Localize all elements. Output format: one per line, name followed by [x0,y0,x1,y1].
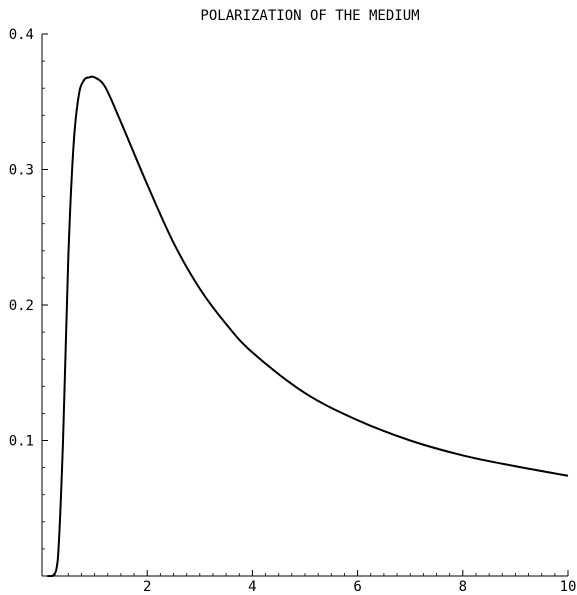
polarization-curve [47,75,569,577]
y-tick-label: 0.2 [9,298,34,314]
x-tick-label: 10 [560,579,577,595]
y-tick-label: 0.3 [9,163,34,179]
x-tick-label: 4 [248,579,256,595]
y-ticks: 0.1 0.2 0.3 0.4 [9,27,48,550]
y-tick-label: 0.1 [9,434,34,450]
x-tick-label: 8 [459,579,467,595]
x-tick-label: 2 [143,579,151,595]
y-tick-label: 0.4 [9,27,34,43]
x-tick-label: 6 [353,579,361,595]
x-ticks: 2 4 6 8 10 [54,570,577,595]
chart-title: POLARIZATION OF THE MEDIUM [200,8,419,24]
